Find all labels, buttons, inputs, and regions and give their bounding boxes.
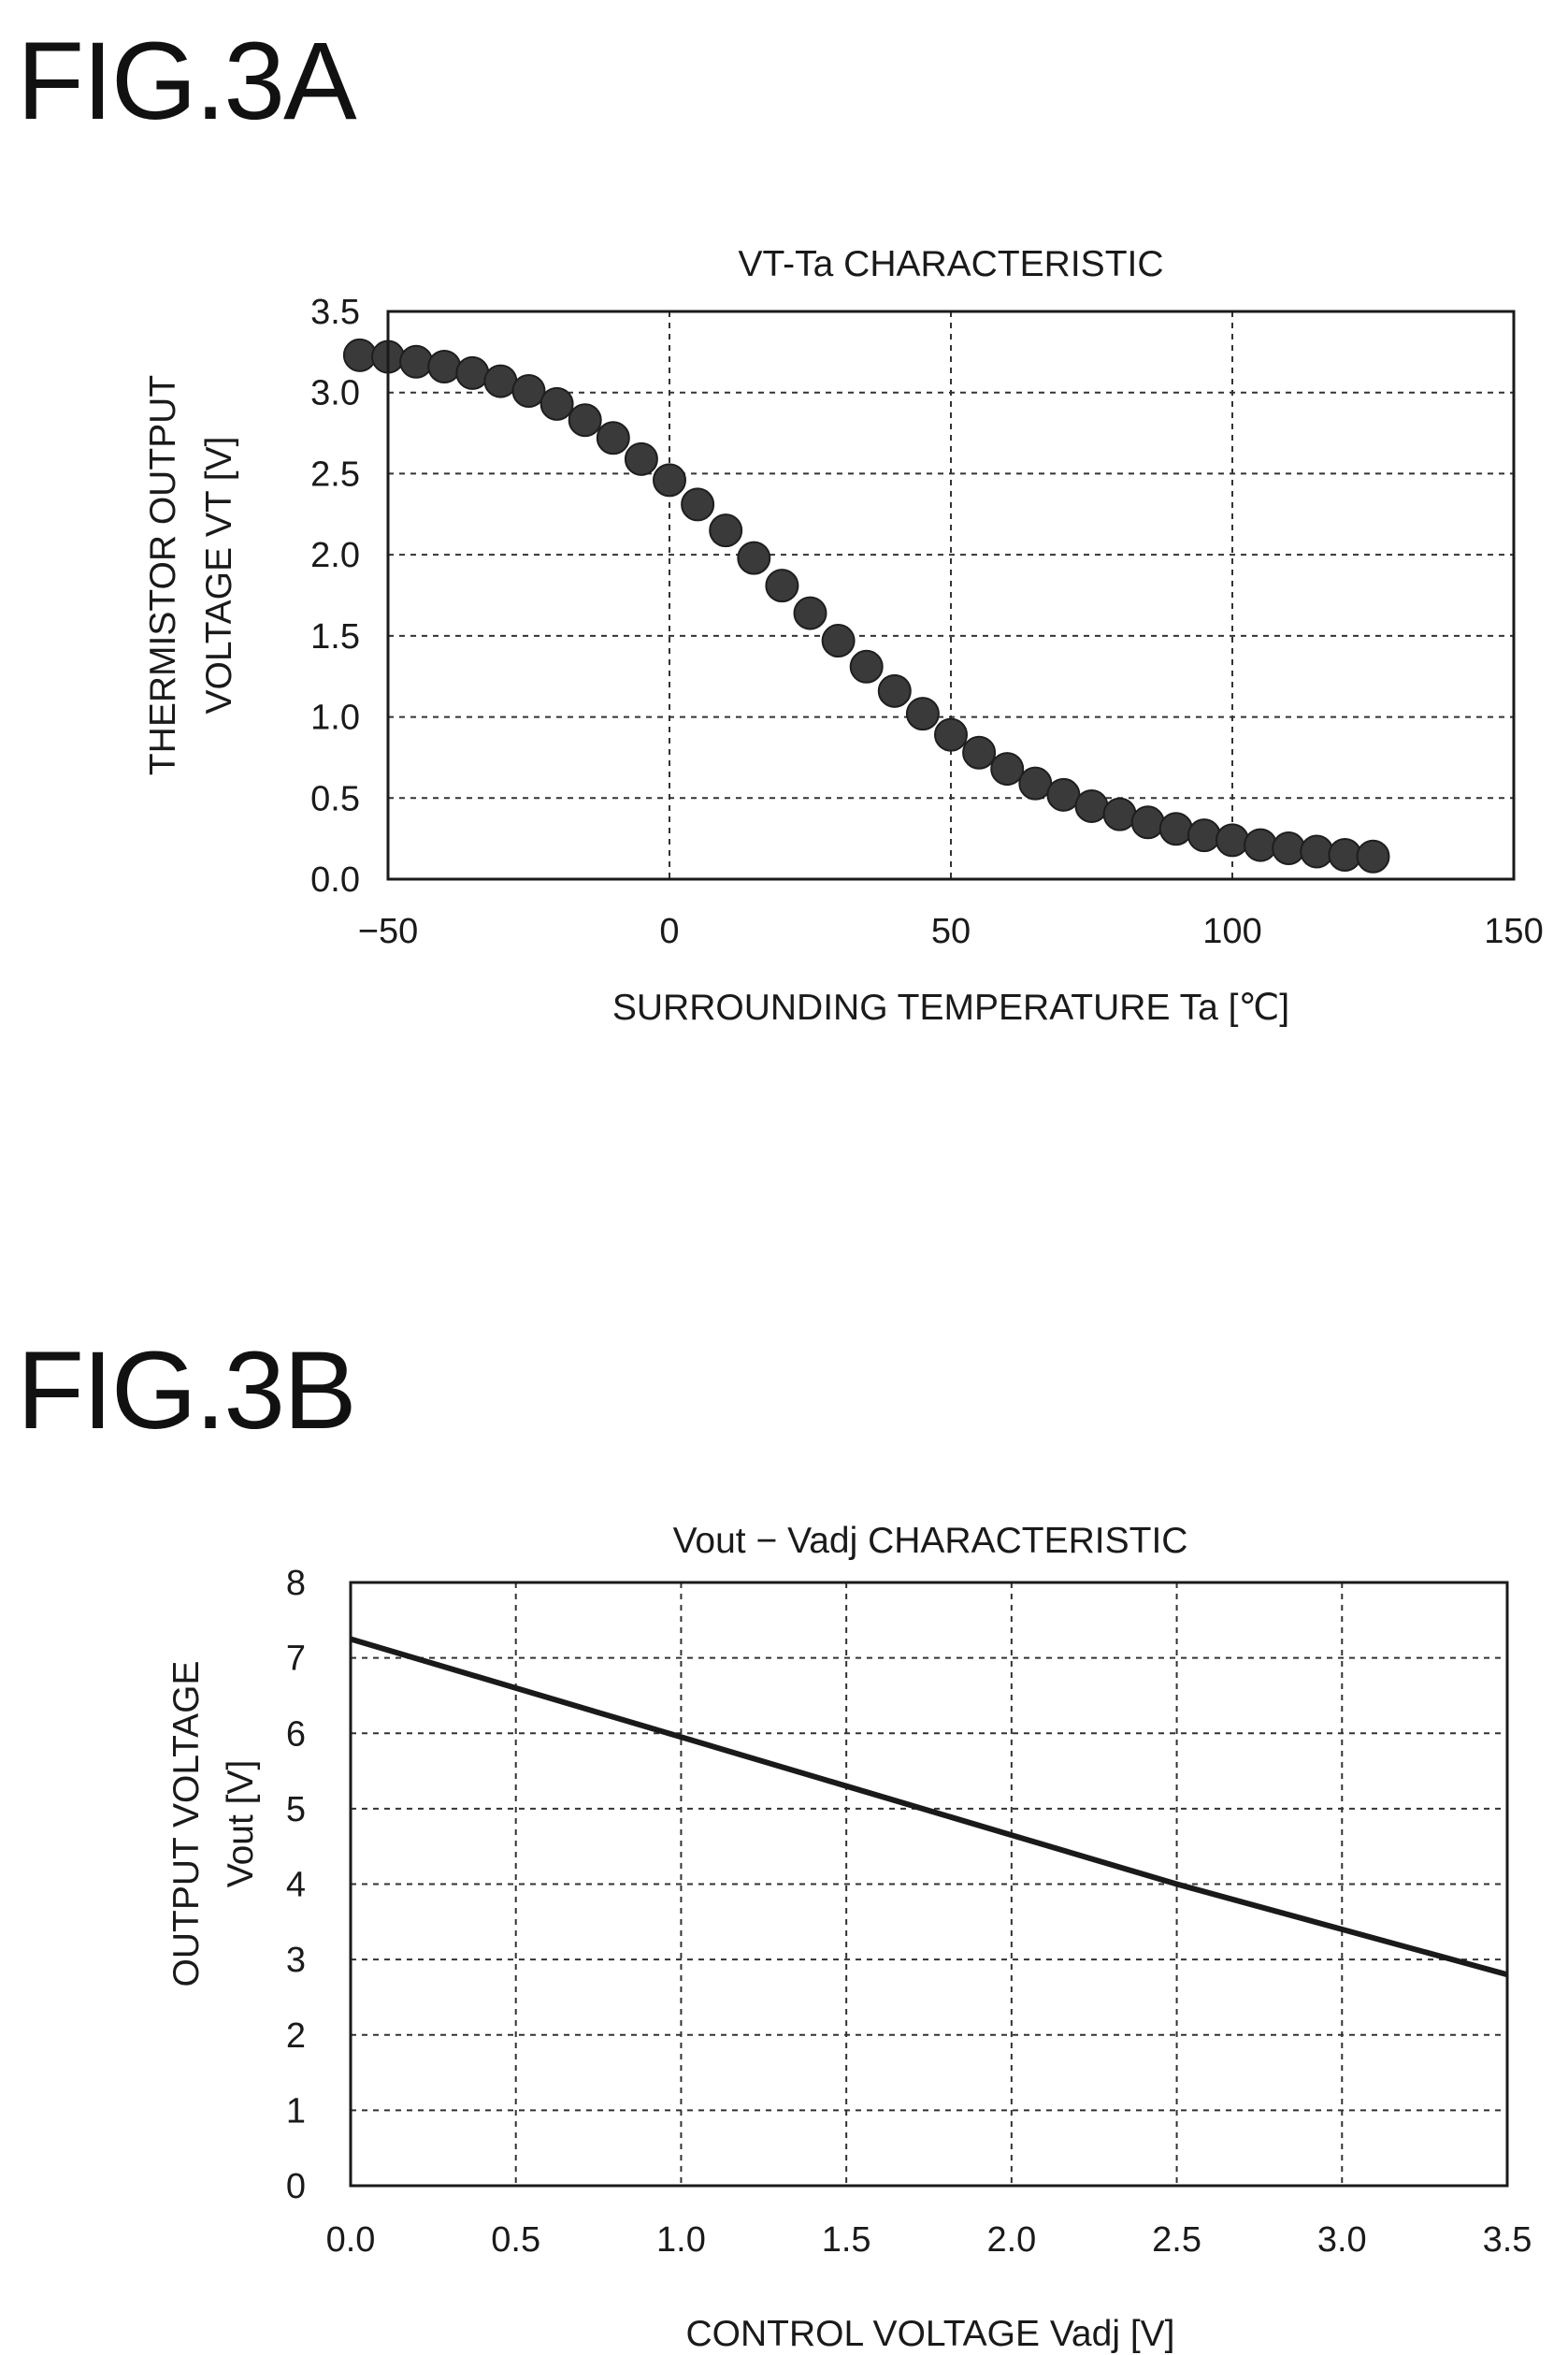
chart-b-x-tick-label: 2.5 [1152,2220,1201,2260]
vt-data-point [990,752,1025,787]
chart-b-y-tick-label: 6 [286,1714,306,1754]
vt-data-point [765,569,799,603]
chart-a-x-tick-label: 50 [931,912,971,951]
chart-a-points [342,338,1390,874]
chart-b-plot-frame [349,1581,1509,2188]
chart-a-plot-frame [386,310,1516,881]
figure-3a-label: FIG.3A [17,20,357,143]
vout-series-line [350,1636,1508,1978]
chart-a-y-tick-label: 0.5 [310,779,360,818]
chart-a-y-tick-label: 0.0 [310,860,360,900]
chart-a-x-tick-label: 150 [1484,912,1543,951]
chart-a-x-tick-label: 100 [1202,912,1261,951]
chart-b-x-tick-label: 0.0 [326,2220,376,2260]
vt-data-point [877,673,912,708]
chart-a-ticks: −50 0 50 100 150 0.0 0.5 1.0 1.5 2.0 2.5 3.0 3.5 [310,293,1544,951]
chart-b-grid [351,1582,1507,2186]
figure-3b-label: FIG.3B [17,1329,357,1452]
chart-a-xlabel: SURROUNDING TEMPERATURE Ta [℃] [612,988,1289,1028]
chart-b-x-tick-label: 2.0 [986,2220,1036,2260]
vt-data-point [539,386,574,421]
vt-data-point [793,596,827,630]
chart-a-y-tick-label: 2.0 [310,536,360,575]
vt-ta-chart: VT-Ta CHARACTERISTIC SURROUNDING TEMPERA… [143,244,1544,1028]
vt-data-point [709,513,743,548]
chart-a-grid [388,311,1514,879]
chart-a-x-tick-label: −50 [358,912,418,951]
vt-data-point [681,487,715,522]
chart-b-x-tick-label: 3.0 [1317,2220,1367,2260]
chart-a-ylabel-line1: THERMISTOR OUTPUT [143,375,183,775]
chart-b-y-tick-label: 8 [286,1564,306,1603]
chart-b-y-tick-label: 7 [286,1640,306,1679]
chart-a-y-tick-label: 3.5 [310,293,360,332]
chart-a-title: VT-Ta CHARACTERISTIC [738,244,1163,284]
chart-b-x-tick-label: 0.5 [491,2220,540,2260]
chart-b-y-tick-label: 4 [286,1866,306,1905]
chart-b-y-tick-label: 2 [286,2016,306,2056]
chart-b-y-tick-label: 5 [286,1790,306,1829]
chart-a-y-tick-label: 1.0 [310,699,360,738]
vt-data-point [849,649,884,684]
chart-b-series [350,1636,1508,1978]
vt-data-point [737,541,771,575]
chart-b-title: Vout − Vadj CHARACTERISTIC [673,1521,1188,1561]
chart-b-ylabel-line2: Vout [V] [221,1760,261,1888]
vt-data-point [962,735,997,770]
chart-b-ylabel-line1: OUTPUT VOLTAGE [166,1661,207,1987]
vt-data-point [653,463,686,498]
chart-b-x-tick-label: 1.5 [822,2220,871,2260]
chart-b-y-tick-label: 1 [286,2091,306,2131]
chart-b-ticks: 0.0 0.5 1.0 1.5 2.0 2.5 3.0 3.5 0 1 2 3 4 5 6 7 8 [286,1564,1532,2260]
vt-data-point [821,624,856,658]
chart-b-xlabel: CONTROL VOLTAGE Vadj [V] [685,2314,1174,2354]
chart-b-x-tick-label: 3.5 [1483,2220,1532,2260]
chart-b-y-tick-label: 0 [286,2167,306,2206]
chart-a-y-tick-label: 3.0 [310,374,360,413]
vt-data-point [1356,839,1390,874]
chart-b-y-tick-label: 3 [286,1941,306,1980]
vt-data-point [934,717,968,752]
chart-a-x-tick-label: 0 [659,912,679,951]
vt-data-point [511,373,546,408]
vt-data-point [905,697,940,731]
vt-data-point [624,441,658,476]
vt-data-point [596,421,630,455]
chart-a-ylabel-line2: VOLTAGE VT [V] [199,437,239,715]
vt-data-point [568,403,602,438]
chart-a-y-tick-label: 1.5 [310,617,360,657]
chart-b-x-tick-label: 1.0 [656,2220,706,2260]
chart-a-y-tick-label: 2.5 [310,455,360,494]
